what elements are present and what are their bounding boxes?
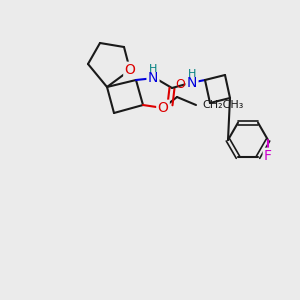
Text: N: N [148,71,158,85]
Text: H: H [149,64,157,74]
Text: O: O [158,101,168,115]
Text: F: F [264,149,272,163]
Text: H: H [188,69,196,79]
Text: N: N [187,76,197,90]
Text: O: O [175,79,185,92]
Text: CH₂CH₃: CH₂CH₃ [202,100,243,110]
Text: O: O [124,63,135,77]
